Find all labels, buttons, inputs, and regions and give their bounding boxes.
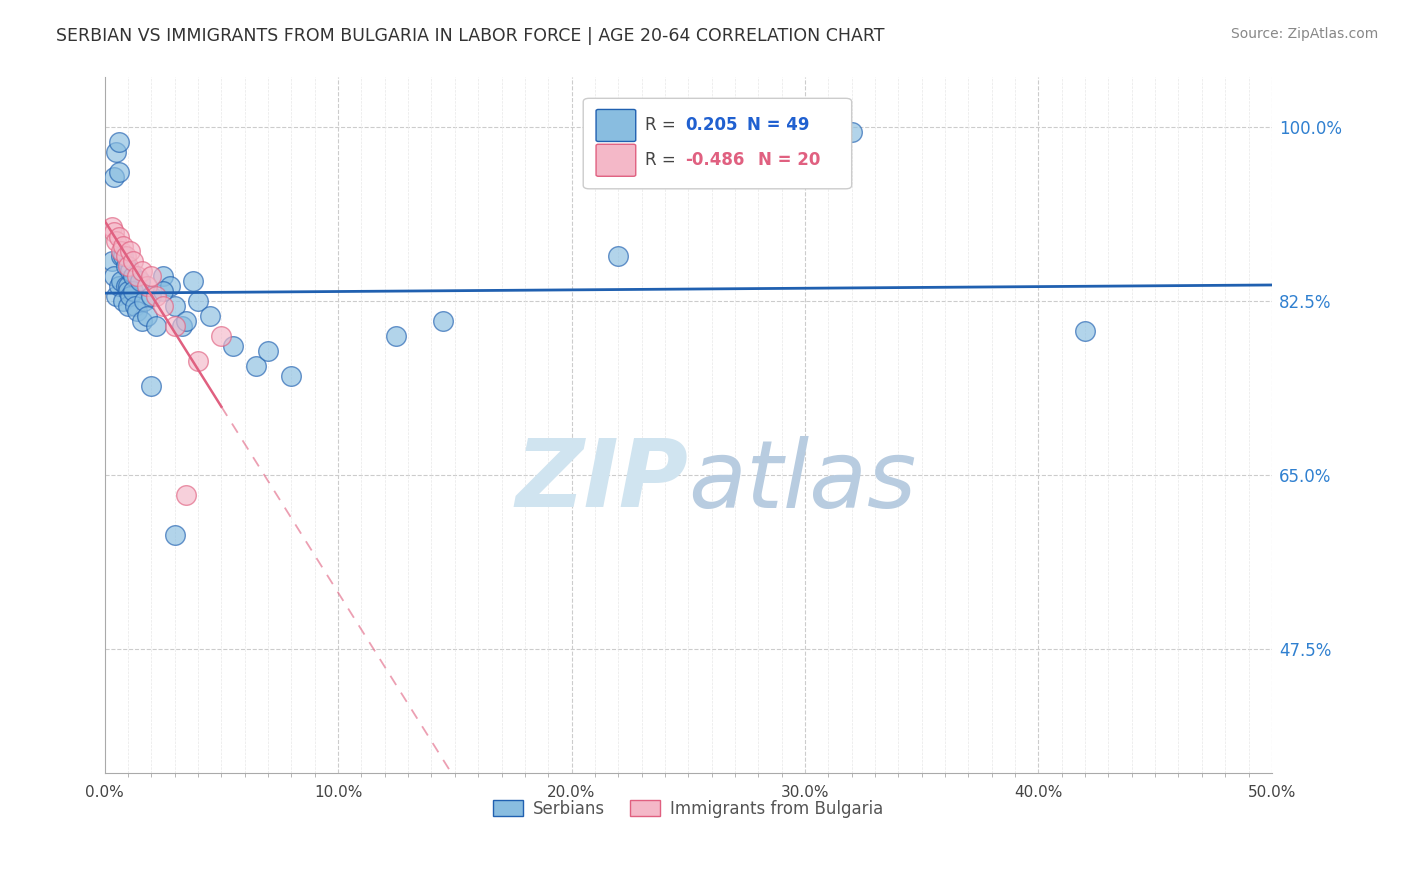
Point	[163, 528, 186, 542]
FancyBboxPatch shape	[596, 110, 636, 142]
Point	[141, 269, 163, 284]
Point	[117, 260, 139, 274]
Point	[117, 279, 139, 293]
Text: atlas: atlas	[689, 435, 917, 526]
Point	[128, 274, 150, 288]
Point	[135, 309, 157, 323]
Point	[120, 244, 142, 259]
Point	[222, 339, 245, 353]
Text: -0.486: -0.486	[685, 152, 744, 169]
Point	[141, 289, 163, 303]
Point	[110, 249, 132, 263]
Point	[176, 314, 198, 328]
Point	[131, 264, 153, 278]
Point	[187, 353, 209, 368]
Point	[841, 125, 863, 139]
Point	[117, 284, 139, 298]
Point	[183, 274, 205, 288]
Point	[112, 239, 135, 253]
Point	[107, 229, 129, 244]
Text: R =: R =	[645, 152, 681, 169]
Point	[432, 314, 454, 328]
Point	[163, 299, 186, 313]
Point	[152, 299, 174, 313]
Point	[385, 329, 408, 343]
Point	[121, 254, 143, 268]
Point	[121, 284, 143, 298]
Point	[209, 329, 232, 343]
Text: SERBIAN VS IMMIGRANTS FROM BULGARIA IN LABOR FORCE | AGE 20-64 CORRELATION CHART: SERBIAN VS IMMIGRANTS FROM BULGARIA IN L…	[56, 27, 884, 45]
Point	[127, 304, 149, 318]
Point	[105, 145, 128, 159]
Point	[1074, 324, 1097, 338]
Point	[103, 169, 125, 184]
FancyBboxPatch shape	[583, 98, 852, 189]
Point	[110, 274, 132, 288]
Point	[134, 294, 156, 309]
Point	[145, 318, 167, 333]
Point	[152, 284, 174, 298]
Point	[103, 225, 125, 239]
Point	[105, 235, 128, 249]
Point	[127, 269, 149, 284]
Point	[112, 249, 135, 263]
Point	[607, 249, 630, 263]
Point	[152, 269, 174, 284]
Text: 0.205: 0.205	[685, 117, 737, 135]
Point	[145, 289, 167, 303]
Point	[110, 244, 132, 259]
Point	[120, 264, 142, 278]
Point	[170, 318, 193, 333]
Text: N = 20: N = 20	[758, 152, 821, 169]
Legend: Serbians, Immigrants from Bulgaria: Serbians, Immigrants from Bulgaria	[486, 793, 890, 824]
Point	[107, 165, 129, 179]
Point	[117, 299, 139, 313]
Point	[121, 269, 143, 284]
Point	[198, 309, 221, 323]
Point	[105, 289, 128, 303]
Point	[114, 260, 136, 274]
Point	[187, 294, 209, 309]
Point	[103, 269, 125, 284]
Point	[112, 294, 135, 309]
Point	[120, 289, 142, 303]
Text: N = 49: N = 49	[747, 117, 808, 135]
Point	[114, 279, 136, 293]
Point	[100, 254, 122, 268]
Point	[131, 314, 153, 328]
FancyBboxPatch shape	[596, 145, 636, 177]
Text: R =: R =	[645, 117, 681, 135]
Text: Source: ZipAtlas.com: Source: ZipAtlas.com	[1230, 27, 1378, 41]
Point	[245, 359, 267, 373]
Point	[135, 279, 157, 293]
Point	[159, 279, 181, 293]
Point	[124, 299, 146, 313]
Text: ZIP: ZIP	[516, 435, 689, 527]
Point	[163, 318, 186, 333]
Point	[141, 378, 163, 392]
Point	[257, 343, 280, 358]
Point	[107, 135, 129, 149]
Point	[176, 488, 198, 502]
Point	[100, 219, 122, 234]
Point	[114, 249, 136, 263]
Point	[280, 368, 302, 383]
Point	[107, 279, 129, 293]
